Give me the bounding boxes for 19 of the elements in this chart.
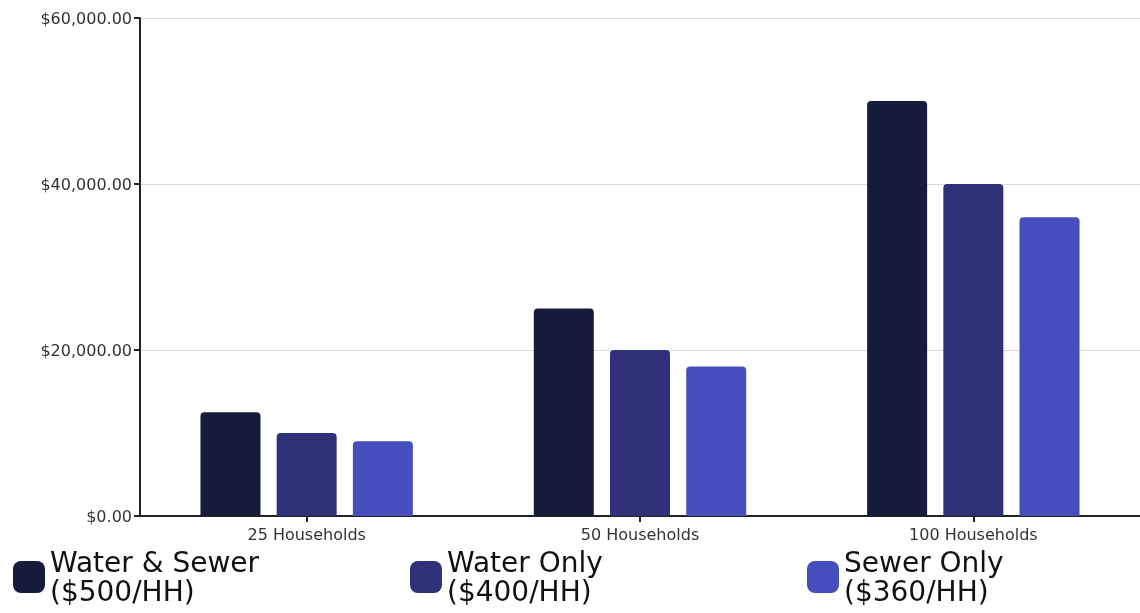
bar — [352, 441, 413, 516]
y-tick-label: $60,000.00 — [40, 8, 132, 28]
bar — [943, 184, 1004, 516]
legend-label: Water & Sewer ($500/HH) — [50, 546, 268, 608]
y-tick-label: $40,000.00 — [40, 174, 132, 194]
legend-label: Sewer Only ($360/HH) — [844, 546, 1013, 608]
bar — [200, 412, 261, 516]
bar — [686, 366, 747, 516]
legend-label: Water Only ($400/HH) — [447, 546, 612, 608]
bar — [276, 433, 337, 516]
y-tick-label: $0.00 — [86, 506, 132, 526]
x-tick-label: 25 Households — [247, 524, 366, 544]
y-tick-label: $20,000.00 — [40, 340, 132, 360]
x-tick-label: 100 Households — [909, 524, 1038, 544]
bar — [533, 308, 594, 516]
bar — [1019, 217, 1080, 516]
x-tick-label: 50 Households — [580, 524, 700, 544]
bar — [867, 101, 928, 516]
bar — [610, 350, 670, 516]
